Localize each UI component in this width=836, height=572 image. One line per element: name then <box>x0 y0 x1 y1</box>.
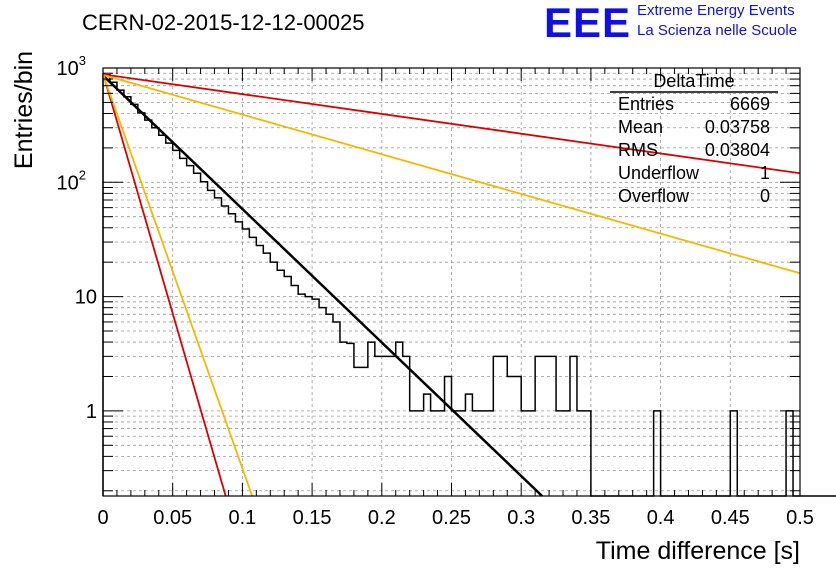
stats-value: 6669 <box>730 94 770 114</box>
axis-ticks: 0 0.05 0.1 0.15 0.2 0.25 0.3 0.35 0.4 0.45 0.51101… <box>57 53 814 529</box>
stats-value: 0.03758 <box>705 117 770 137</box>
x-tick-label: 0.25 <box>432 507 471 529</box>
fit-line <box>102 74 254 497</box>
x-tick-label: 0.45 <box>711 507 750 529</box>
stats-label: RMS <box>618 140 658 160</box>
stats-value: 0.03804 <box>705 140 770 160</box>
histogram-outline <box>102 74 836 497</box>
stats-label: Entries <box>618 94 674 114</box>
stats-box: DeltaTime Entries 6669 Mean 0.03758 RMS 0.038… <box>610 71 778 206</box>
stats-label: Overflow <box>618 186 690 206</box>
y-tick-label: 103 <box>57 53 86 80</box>
y-tick-exponent: 3 <box>79 53 86 68</box>
fit-line <box>102 74 543 497</box>
x-tick-label: 0.5 <box>786 507 814 529</box>
eee-subtitle-line1: Extreme Energy Events <box>637 2 795 19</box>
y-tick-label: 1 <box>86 401 97 423</box>
x-tick-label: 0.35 <box>571 507 610 529</box>
x-tick-label: 0.05 <box>153 507 192 529</box>
y-tick-label: 102 <box>57 167 86 194</box>
x-tick-label: 0.4 <box>647 507 675 529</box>
stats-label: Mean <box>618 117 663 137</box>
fit-line <box>102 73 801 175</box>
x-axis-label: Time difference [s] <box>596 537 800 565</box>
x-tick-label: 0.1 <box>228 507 256 529</box>
stats-value: 0 <box>760 186 770 206</box>
run-title: CERN-02-2015-12-12-00025 <box>82 10 365 35</box>
stats-value: 1 <box>760 163 770 183</box>
x-tick-label: 0.3 <box>507 507 535 529</box>
x-tick-label: 0.15 <box>293 507 332 529</box>
eee-subtitle-line2: La Scienza nelle Scuole <box>637 22 798 39</box>
x-tick-label: 0 <box>97 507 108 529</box>
grid-lines <box>103 68 800 496</box>
y-axis-label: Entries/bin <box>10 51 38 169</box>
stats-name: DeltaTime <box>653 71 734 91</box>
x-tick-label: 0.2 <box>368 507 396 529</box>
fit-line <box>102 74 801 275</box>
eee-logo: EEE <box>544 0 632 46</box>
fit-lines <box>102 72 801 497</box>
y-tick-label: 10 <box>75 287 97 309</box>
fit-line <box>102 72 227 497</box>
histogram-bars <box>102 74 836 497</box>
stats-label: Underflow <box>618 163 700 183</box>
y-tick-exponent: 2 <box>79 167 86 182</box>
